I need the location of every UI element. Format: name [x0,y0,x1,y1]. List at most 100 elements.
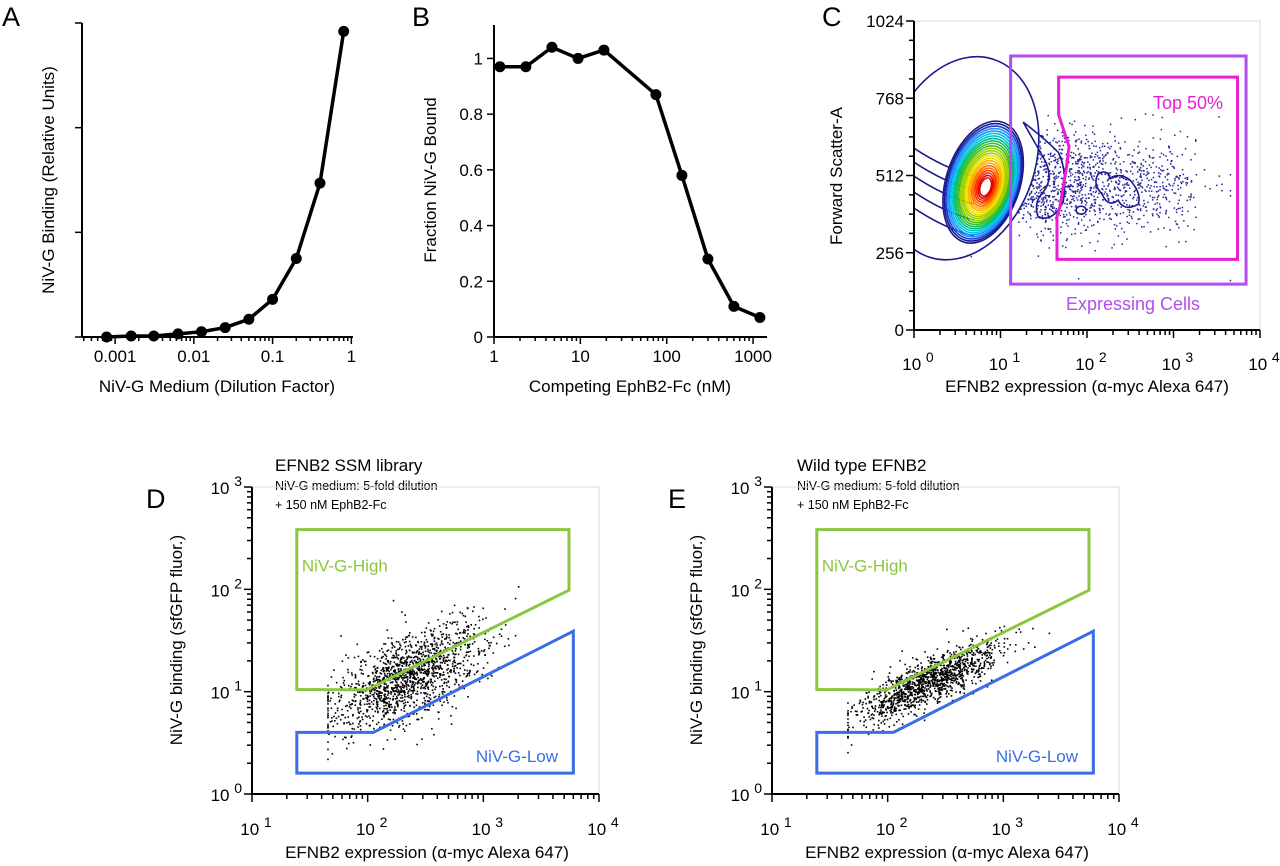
event-dot [1124,191,1126,193]
event-dot [1120,171,1122,174]
scatter-point [334,735,336,738]
scatter-point [346,709,349,712]
scatter-point [394,679,397,681]
event-dot [1178,175,1181,177]
event-dot [1159,206,1162,209]
event-dot [1194,140,1197,142]
scatter-point [442,633,445,635]
event-dot [1064,195,1067,198]
scatter-point [461,612,464,615]
event-dot [1090,172,1092,174]
event-dot [1077,188,1079,191]
scatter-point [988,644,991,647]
scatter-point [963,688,966,690]
scatter-point [396,704,399,706]
scatter-point [880,705,883,708]
event-dot [1050,161,1052,163]
scatter-point [426,673,429,675]
event-dot [1052,234,1055,237]
scatter-point [879,711,882,713]
scatter-point [916,701,918,703]
scatter-point [374,667,377,670]
scatter-point [951,689,953,692]
scatter-point [466,674,468,677]
event-dot [1048,162,1050,165]
scatter-point [979,675,982,677]
scatter-point [327,741,329,743]
scatter-point [964,658,967,661]
event-dot [1179,207,1181,210]
scatter-point [445,633,448,636]
scatter-point [386,690,388,692]
event-dot [1131,173,1134,175]
event-dot [1037,171,1040,174]
event-dot [1025,202,1028,205]
scatter-point [454,653,456,656]
scatter-point [907,684,909,686]
scatter-point [415,693,417,695]
event-dot [1172,184,1174,187]
event-dot [1149,187,1151,190]
event-dot [1074,154,1077,156]
scatter-point [404,691,406,694]
scatter-point [347,668,349,671]
scatter-point [373,688,375,690]
scatter-point [405,636,407,638]
event-dot [1043,154,1046,156]
scatter-point [847,712,849,715]
scatter-point [426,675,429,677]
event-dot [1131,204,1133,207]
scatter-point [439,650,441,653]
scatter-point [429,698,432,700]
scatter-point [338,700,341,703]
event-dot [1190,195,1192,197]
event-dot [1128,214,1131,217]
scatter-point [488,642,490,644]
event-dot [1038,172,1040,175]
event-dot [1046,129,1048,131]
event-dot [1192,196,1195,199]
scatter-point [490,641,492,644]
scatter-point [383,672,386,675]
event-dot [1034,192,1036,195]
event-dot [1053,182,1055,185]
event-dot [1027,198,1029,201]
data-point [219,322,231,334]
scatter-point [387,649,390,651]
scatter-point [921,669,923,672]
x-tick-label: 10 3 [472,814,504,839]
event-dot [1082,184,1085,186]
scatter-point [956,667,958,670]
scatter-point [377,721,380,724]
scatter-point [1003,625,1006,628]
scatter-point [962,666,965,669]
scatter-point [462,660,465,662]
scatter-point [917,680,919,683]
scatter-point [438,638,440,640]
scatter-point [399,675,402,677]
scatter-point [403,707,405,709]
scatter-point [371,708,374,711]
event-dot [1138,218,1141,220]
event-dot [1165,155,1167,157]
scatter-point [409,680,411,682]
scatter-point [947,676,950,679]
scatter-point [431,661,433,664]
scatter-point [956,674,959,676]
scatter-point [906,672,909,675]
scatter-point [899,697,902,700]
scatter-point [906,695,909,697]
scatter-point [447,659,450,662]
event-dot [1032,206,1034,208]
event-dot [1073,195,1075,197]
event-dot [1139,209,1142,212]
scatter-point [396,722,399,724]
scatter-point [482,607,485,610]
event-dot [1181,206,1184,209]
scatter-point [975,669,978,672]
scatter-point [397,663,399,666]
scatter-point [347,657,350,659]
scatter-point [986,642,989,644]
event-dot [1090,193,1092,195]
scatter-point [915,715,918,717]
